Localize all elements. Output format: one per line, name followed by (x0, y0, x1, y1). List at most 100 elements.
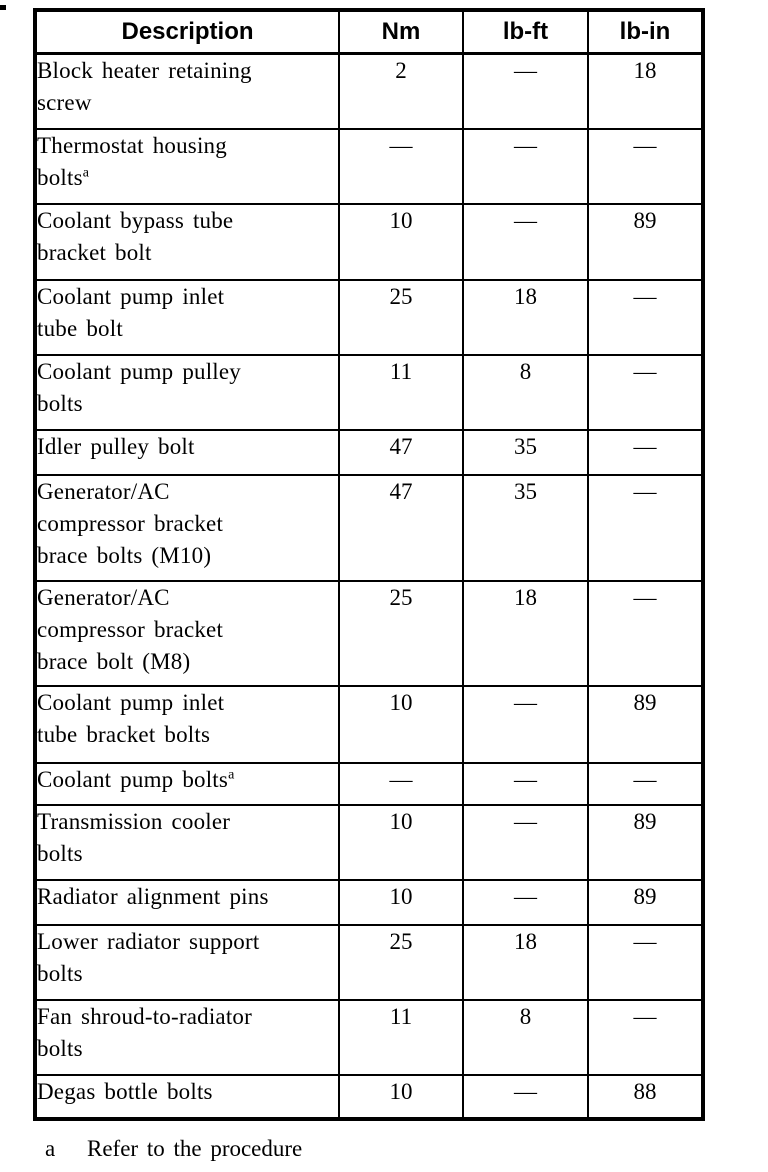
table-row: Generator/AC compressor bracket brace bo… (34, 473, 704, 582)
description-cell: Transmission cooler bolts (34, 803, 340, 881)
nm-cell: — (338, 127, 464, 205)
description-text: Idler pulley bolt (37, 433, 195, 459)
description-cell: Block heater retaining screw (34, 52, 340, 130)
footnote: a Refer to the procedure (45, 1134, 302, 1164)
nm-cell: 47 (338, 473, 464, 582)
description-cell: Generator/AC compressor bracket brace bo… (34, 579, 340, 687)
footnote-marker: a (45, 1136, 56, 1161)
lb-ft-cell: 35 (462, 473, 589, 582)
lb-ft-cell: 8 (462, 353, 589, 431)
scan-artifact-mark (0, 5, 6, 10)
lb-in-cell: — (587, 428, 704, 476)
table-row: Block heater retaining screw 2 — 18 (34, 52, 704, 130)
footnote-ref: a (228, 766, 235, 782)
description-text: Coolant pump inlet tube bolt (37, 283, 225, 341)
description-cell: Lower radiator support bolts (34, 923, 340, 1001)
lb-ft-cell: 35 (462, 428, 589, 476)
footnote-ref: a (82, 164, 90, 180)
lb-in-cell: 18 (587, 52, 704, 130)
lb-in-cell: — (587, 579, 704, 687)
description-cell: Degas bottle bolts (34, 1073, 340, 1120)
description-cell: Idler pulley bolt (34, 428, 340, 476)
lb-ft-cell: — (462, 1073, 589, 1120)
lb-in-cell: — (587, 998, 704, 1076)
table-row: Degas bottle bolts 10 — 88 (34, 1073, 704, 1120)
footnote-text: Refer to the procedure (87, 1136, 303, 1161)
nm-cell: 25 (338, 923, 464, 1001)
description-text: Thermostat housing bolts (37, 132, 227, 190)
lb-ft-cell: — (462, 202, 589, 281)
description-cell: Coolant pump boltsa (34, 761, 340, 806)
table-row: Idler pulley bolt 47 35 — (34, 428, 704, 476)
lb-ft-cell: — (462, 803, 589, 881)
nm-cell: 11 (338, 353, 464, 431)
description-cell: Coolant pump inlet tube bracket bolts (34, 684, 340, 764)
table-row: Fan shroud-to-radiator bolts 11 8 — (34, 998, 704, 1076)
description-cell: Thermostat housing boltsa (34, 127, 340, 205)
lb-ft-cell: 18 (462, 278, 589, 356)
lb-ft-cell: — (462, 52, 589, 130)
lb-in-cell: — (587, 127, 704, 205)
description-text: Coolant pump pulley bolts (37, 358, 242, 416)
table-row: Transmission cooler bolts 10 — 89 (34, 803, 704, 881)
description-cell: Radiator alignment pins (34, 878, 340, 926)
table-row: Generator/AC compressor bracket brace bo… (34, 579, 704, 687)
description-text: Coolant bypass tube bracket bolt (37, 207, 234, 265)
lb-in-cell: — (587, 353, 704, 431)
lb-ft-cell: — (462, 761, 589, 806)
nm-cell: 10 (338, 202, 464, 281)
table-row: Radiator alignment pins 10 — 89 (34, 878, 704, 926)
description-text: Generator/AC compressor bracket brace bo… (37, 584, 224, 674)
description-text: Radiator alignment pins (37, 883, 269, 909)
description-text: Degas bottle bolts (37, 1078, 213, 1104)
nm-cell: 10 (338, 1073, 464, 1120)
description-text: Fan shroud-to-radiator bolts (37, 1003, 252, 1061)
lb-in-cell: 89 (587, 202, 704, 281)
lb-in-cell: — (587, 761, 704, 806)
description-cell: Coolant pump pulley bolts (34, 353, 340, 431)
lb-in-cell: — (587, 473, 704, 582)
header-nm: Nm (338, 9, 464, 55)
lb-in-cell: — (587, 923, 704, 1001)
header-description: Description (34, 9, 340, 55)
table-row: Thermostat housing boltsa — — — (34, 127, 704, 205)
nm-cell: 10 (338, 684, 464, 764)
description-cell: Generator/AC compressor bracket brace bo… (34, 473, 340, 582)
table-row: Coolant pump inlet tube bracket bolts 10… (34, 684, 704, 764)
description-text: Transmission cooler bolts (37, 808, 231, 866)
lb-in-cell: 89 (587, 684, 704, 764)
lb-in-cell: 89 (587, 803, 704, 881)
nm-cell: 47 (338, 428, 464, 476)
description-text: Lower radiator support bolts (37, 928, 260, 986)
table-row: Coolant bypass tube bracket bolt 10 — 89 (34, 202, 704, 281)
lb-in-cell: 88 (587, 1073, 704, 1120)
nm-cell: 10 (338, 878, 464, 926)
nm-cell: 25 (338, 278, 464, 356)
lb-in-cell: 89 (587, 878, 704, 926)
description-text: Generator/AC compressor bracket brace bo… (37, 478, 224, 568)
nm-cell: 25 (338, 579, 464, 687)
nm-cell: 11 (338, 998, 464, 1076)
torque-spec-table: Description Nm lb-ft lb-in Block heater … (33, 8, 705, 1121)
table-row: Coolant pump pulley bolts 11 8 — (34, 353, 704, 431)
lb-ft-cell: 8 (462, 998, 589, 1076)
table-row: Coolant pump boltsa — — — (34, 761, 704, 806)
nm-cell: 2 (338, 52, 464, 130)
description-text: Block heater retaining screw (37, 58, 252, 115)
table-header-row: Description Nm lb-ft lb-in (34, 9, 704, 55)
description-cell: Fan shroud-to-radiator bolts (34, 998, 340, 1076)
description-text: Coolant pump bolts (37, 766, 229, 792)
nm-cell: 10 (338, 803, 464, 881)
lb-in-cell: — (587, 278, 704, 356)
lb-ft-cell: — (462, 878, 589, 926)
table-row: Lower radiator support bolts 25 18 — (34, 923, 704, 1001)
table-row: Coolant pump inlet tube bolt 25 18 — (34, 278, 704, 356)
lb-ft-cell: 18 (462, 923, 589, 1001)
description-text: Coolant pump inlet tube bracket bolts (37, 689, 225, 747)
lb-ft-cell: 18 (462, 579, 589, 687)
header-lb-in: lb-in (587, 9, 704, 55)
description-cell: Coolant bypass tube bracket bolt (34, 202, 340, 281)
header-lb-ft: lb-ft (462, 9, 589, 55)
lb-ft-cell: — (462, 684, 589, 764)
